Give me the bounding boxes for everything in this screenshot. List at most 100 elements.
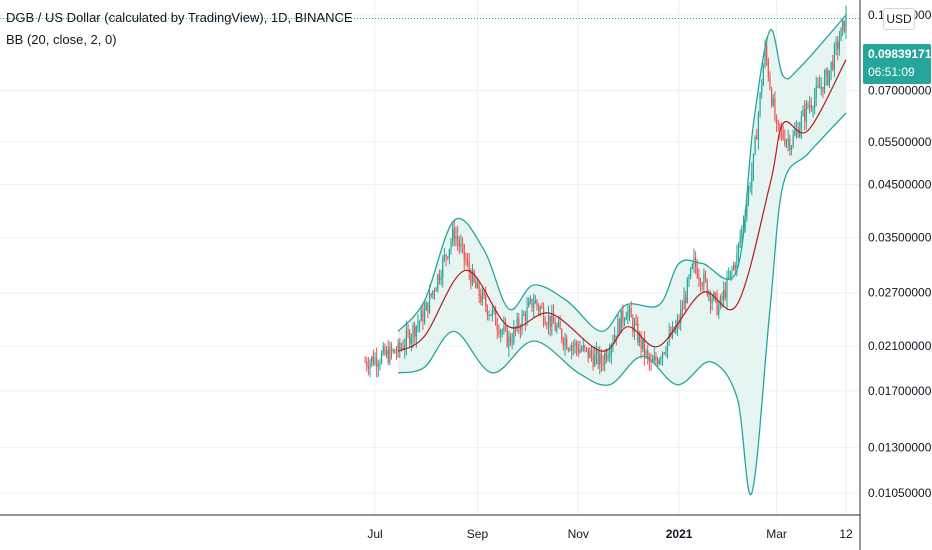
candle-body: [409, 332, 411, 344]
x-tick-label: Nov: [568, 527, 589, 541]
candle-body: [379, 362, 381, 365]
candle-body: [371, 356, 373, 362]
candle: [719, 294, 721, 310]
candle-body: [688, 276, 690, 280]
candle: [789, 134, 791, 156]
candle: [785, 138, 788, 149]
candle-body: [407, 330, 409, 333]
candle: [475, 277, 477, 289]
candle: [709, 290, 712, 314]
candle: [523, 310, 525, 316]
candle-body: [419, 320, 421, 324]
candle: [733, 261, 735, 272]
candle: [774, 91, 776, 123]
candle-body: [772, 98, 774, 106]
candle: [404, 338, 406, 359]
candle: [579, 340, 581, 354]
candle-body: [779, 123, 781, 130]
candle-body: [395, 353, 398, 355]
candle-body: [686, 279, 688, 303]
candle-body: [785, 140, 788, 145]
candle-body: [533, 303, 535, 309]
candle-body: [706, 279, 708, 296]
candle: [407, 323, 409, 339]
candle: [445, 253, 447, 267]
candle-body: [571, 345, 573, 351]
candle: [637, 316, 639, 346]
candle-body: [771, 88, 773, 106]
candle-body: [627, 311, 629, 317]
candle: [832, 54, 834, 72]
candle-body: [825, 69, 827, 76]
candle-body: [645, 350, 647, 356]
candle: [756, 128, 758, 140]
candle-body: [376, 357, 378, 367]
currency-button[interactable]: USD: [883, 8, 915, 30]
candle-body: [554, 323, 556, 331]
candle-body: [541, 307, 543, 309]
candle: [513, 320, 515, 346]
candle-body: [685, 297, 687, 303]
candle: [437, 273, 439, 293]
candle-body: [804, 109, 806, 122]
candle-body: [822, 86, 824, 92]
candle: [559, 315, 561, 330]
candle: [374, 352, 376, 367]
candle: [820, 77, 822, 96]
candle: [838, 30, 840, 56]
candle: [809, 96, 811, 114]
candle: [814, 88, 816, 115]
candle-body: [628, 308, 631, 312]
candle-body: [757, 114, 760, 140]
candle: [618, 317, 621, 336]
y-tick-label: 0.02700000: [868, 286, 932, 300]
candle-body: [731, 269, 733, 271]
candle: [399, 337, 401, 358]
candle-body: [381, 353, 383, 363]
candle: [807, 101, 809, 110]
candle: [650, 353, 652, 371]
candle: [409, 328, 411, 348]
candle-body: [830, 61, 832, 71]
candle: [369, 358, 371, 378]
candle: [371, 355, 373, 368]
candle-body: [503, 325, 505, 331]
candle-body: [493, 310, 495, 312]
candle-body: [660, 358, 662, 360]
candle-body: [699, 279, 702, 286]
candle: [503, 316, 505, 335]
candle: [837, 35, 839, 61]
candle: [582, 338, 584, 353]
candle: [432, 290, 434, 300]
candle: [496, 317, 498, 340]
candle: [585, 346, 588, 353]
indicator-legend[interactable]: BB (20, close, 2, 0): [6, 32, 117, 47]
candle: [567, 347, 569, 353]
candle-body: [642, 339, 644, 349]
candle-body: [495, 310, 497, 326]
candle-body: [635, 323, 637, 325]
candle-body: [572, 345, 574, 347]
candle: [691, 262, 693, 270]
candle-body: [767, 60, 769, 78]
candle: [699, 277, 702, 292]
candle: [827, 67, 829, 86]
candle: [749, 182, 751, 193]
candle-body: [597, 350, 599, 365]
candle-body: [577, 347, 579, 353]
candle-body: [427, 302, 429, 313]
candle: [772, 94, 774, 107]
candle-body: [585, 347, 588, 349]
candle: [448, 248, 450, 265]
candle-body: [435, 288, 437, 292]
y-tick-label: 0.01700000: [868, 384, 932, 398]
candle: [577, 341, 579, 358]
candle-body: [466, 261, 469, 263]
candle-body: [609, 353, 611, 356]
candle: [747, 185, 750, 207]
candle-body: [681, 309, 683, 311]
candle-body: [576, 342, 578, 348]
candle: [716, 289, 718, 316]
candle: [752, 153, 755, 182]
